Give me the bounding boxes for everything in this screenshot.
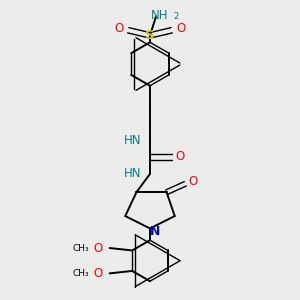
Text: S: S (145, 29, 155, 42)
Text: CH₃: CH₃ (73, 244, 89, 253)
Text: O: O (115, 22, 124, 35)
Text: HN: HN (124, 167, 142, 180)
Text: O: O (188, 176, 198, 188)
Text: N: N (150, 225, 161, 238)
Text: O: O (94, 242, 103, 254)
Text: O: O (176, 22, 185, 35)
Text: O: O (94, 267, 103, 280)
Text: NH: NH (151, 9, 168, 22)
Text: CH₃: CH₃ (73, 269, 89, 278)
Text: O: O (176, 150, 185, 163)
Text: HN: HN (124, 134, 142, 146)
Text: 2: 2 (173, 13, 178, 22)
